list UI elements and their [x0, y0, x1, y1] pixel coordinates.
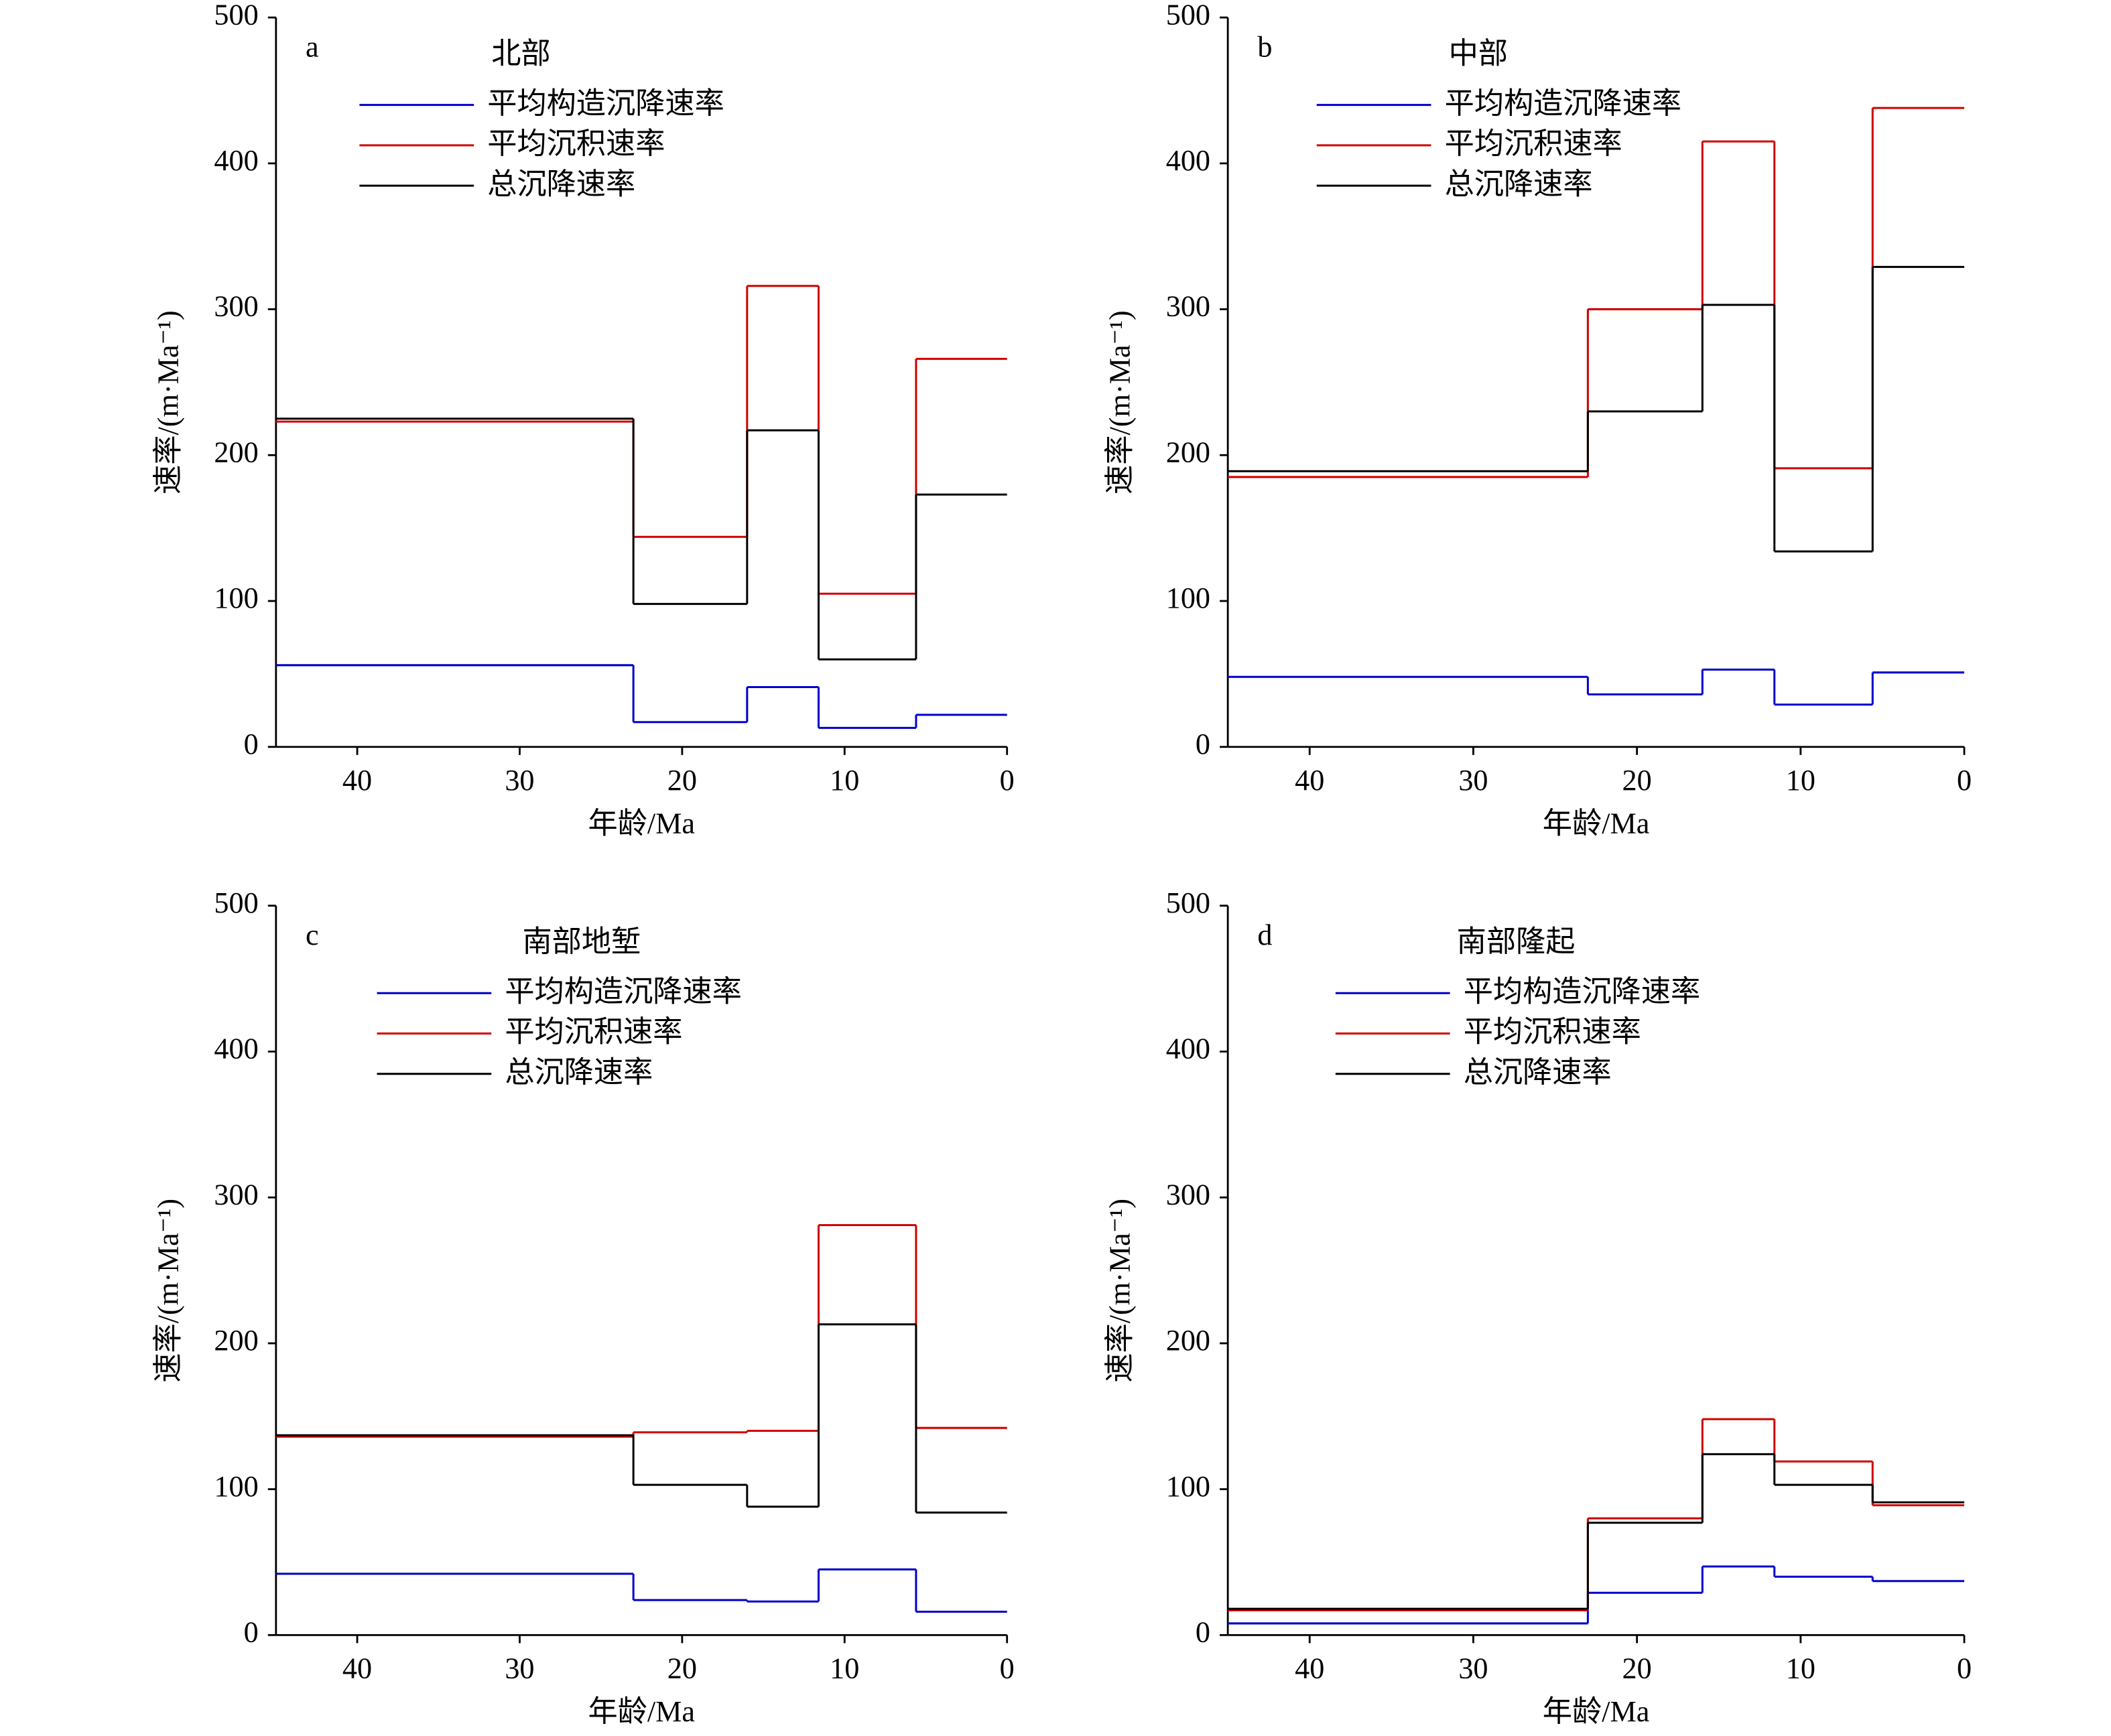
- y-tick-label: 0: [1196, 728, 1210, 760]
- y-tick-label: 400: [214, 144, 258, 177]
- y-axis-label: 速率/(m·Ma⁻¹): [1104, 310, 1137, 494]
- legend-label: 平均沉积速率: [487, 127, 665, 160]
- legend-label: 平均构造沉降速率: [487, 87, 724, 120]
- x-tick-label: 30: [505, 764, 534, 797]
- y-tick-label: 500: [214, 886, 258, 919]
- legend-label: 总沉降速率: [505, 1056, 653, 1089]
- x-tick-label: 20: [1622, 1652, 1652, 1685]
- y-tick-label: 0: [1196, 1616, 1210, 1649]
- x-tick-label: 10: [1786, 1652, 1815, 1685]
- legend-title: 中部: [1449, 38, 1508, 70]
- legend-label: 平均沉积速率: [1464, 1016, 1641, 1049]
- y-tick-label: 500: [1166, 886, 1210, 919]
- x-tick-label: 0: [1000, 764, 1015, 797]
- y-tick-label: 100: [214, 1470, 258, 1503]
- panel-label: c: [306, 919, 319, 951]
- x-tick-label: 0: [1957, 764, 1972, 797]
- y-tick-label: 200: [1166, 1324, 1210, 1357]
- x-tick-label: 40: [342, 764, 372, 797]
- y-tick-label: 0: [244, 1616, 259, 1649]
- legend-label: 平均沉积速率: [505, 1016, 682, 1049]
- x-axis-label: 年龄/Ma: [1543, 1695, 1650, 1728]
- y-tick-label: 0: [244, 728, 259, 760]
- x-tick-label: 40: [342, 1652, 372, 1685]
- legend-label: 总沉降速率: [487, 168, 635, 200]
- y-tick-label: 400: [1166, 144, 1210, 177]
- x-tick-label: 0: [1957, 1652, 1972, 1685]
- x-tick-label: 10: [830, 764, 859, 797]
- y-tick-label: 200: [214, 1324, 258, 1357]
- legend-label: 总沉降速率: [1464, 1056, 1612, 1089]
- legend-title: 南部地堑: [522, 925, 641, 958]
- y-tick-label: 100: [1166, 1470, 1210, 1503]
- y-tick-label: 300: [214, 1178, 258, 1211]
- panel-label: a: [306, 30, 319, 63]
- x-axis-label: 年龄/Ma: [1543, 807, 1650, 840]
- x-tick-label: 30: [1458, 764, 1488, 797]
- y-tick-label: 500: [214, 0, 258, 31]
- legend-label: 总沉降速率: [1445, 168, 1593, 200]
- y-tick-label: 200: [214, 436, 258, 468]
- legend-label: 平均构造沉降速率: [1464, 975, 1701, 1008]
- x-tick-label: 40: [1295, 764, 1324, 797]
- panel-label: b: [1257, 30, 1272, 63]
- y-tick-label: 500: [1166, 0, 1210, 31]
- y-tick-label: 300: [214, 290, 258, 323]
- y-tick-label: 400: [1166, 1032, 1210, 1065]
- x-tick-label: 20: [667, 764, 697, 797]
- x-tick-label: 30: [1458, 1652, 1488, 1685]
- y-tick-label: 100: [1166, 582, 1210, 614]
- y-axis-label: 速率/(m·Ma⁻¹): [1104, 1199, 1137, 1383]
- x-tick-label: 30: [505, 1652, 534, 1685]
- x-tick-label: 20: [1622, 764, 1652, 797]
- y-axis-label: 速率/(m·Ma⁻¹): [151, 310, 184, 494]
- x-tick-label: 10: [1786, 764, 1815, 797]
- y-axis-label: 速率/(m·Ma⁻¹): [151, 1199, 184, 1383]
- legend-label: 平均沉积速率: [1445, 127, 1622, 160]
- x-tick-label: 40: [1295, 1652, 1324, 1685]
- panel-label: d: [1257, 919, 1272, 951]
- legend-title: 南部隆起: [1457, 925, 1576, 958]
- x-axis-label: 年龄/Ma: [588, 807, 695, 840]
- legend-title: 北部: [491, 38, 550, 70]
- x-tick-label: 20: [667, 1652, 697, 1685]
- x-tick-label: 10: [830, 1652, 859, 1685]
- y-tick-label: 400: [214, 1032, 258, 1065]
- legend-label: 平均构造沉降速率: [505, 975, 742, 1008]
- y-tick-label: 300: [1166, 290, 1210, 323]
- y-tick-label: 100: [214, 582, 258, 614]
- x-tick-label: 0: [1000, 1652, 1015, 1685]
- legend-label: 平均构造沉降速率: [1445, 87, 1682, 120]
- y-tick-label: 300: [1166, 1178, 1210, 1211]
- y-tick-label: 200: [1166, 436, 1210, 468]
- x-axis-label: 年龄/Ma: [588, 1695, 695, 1728]
